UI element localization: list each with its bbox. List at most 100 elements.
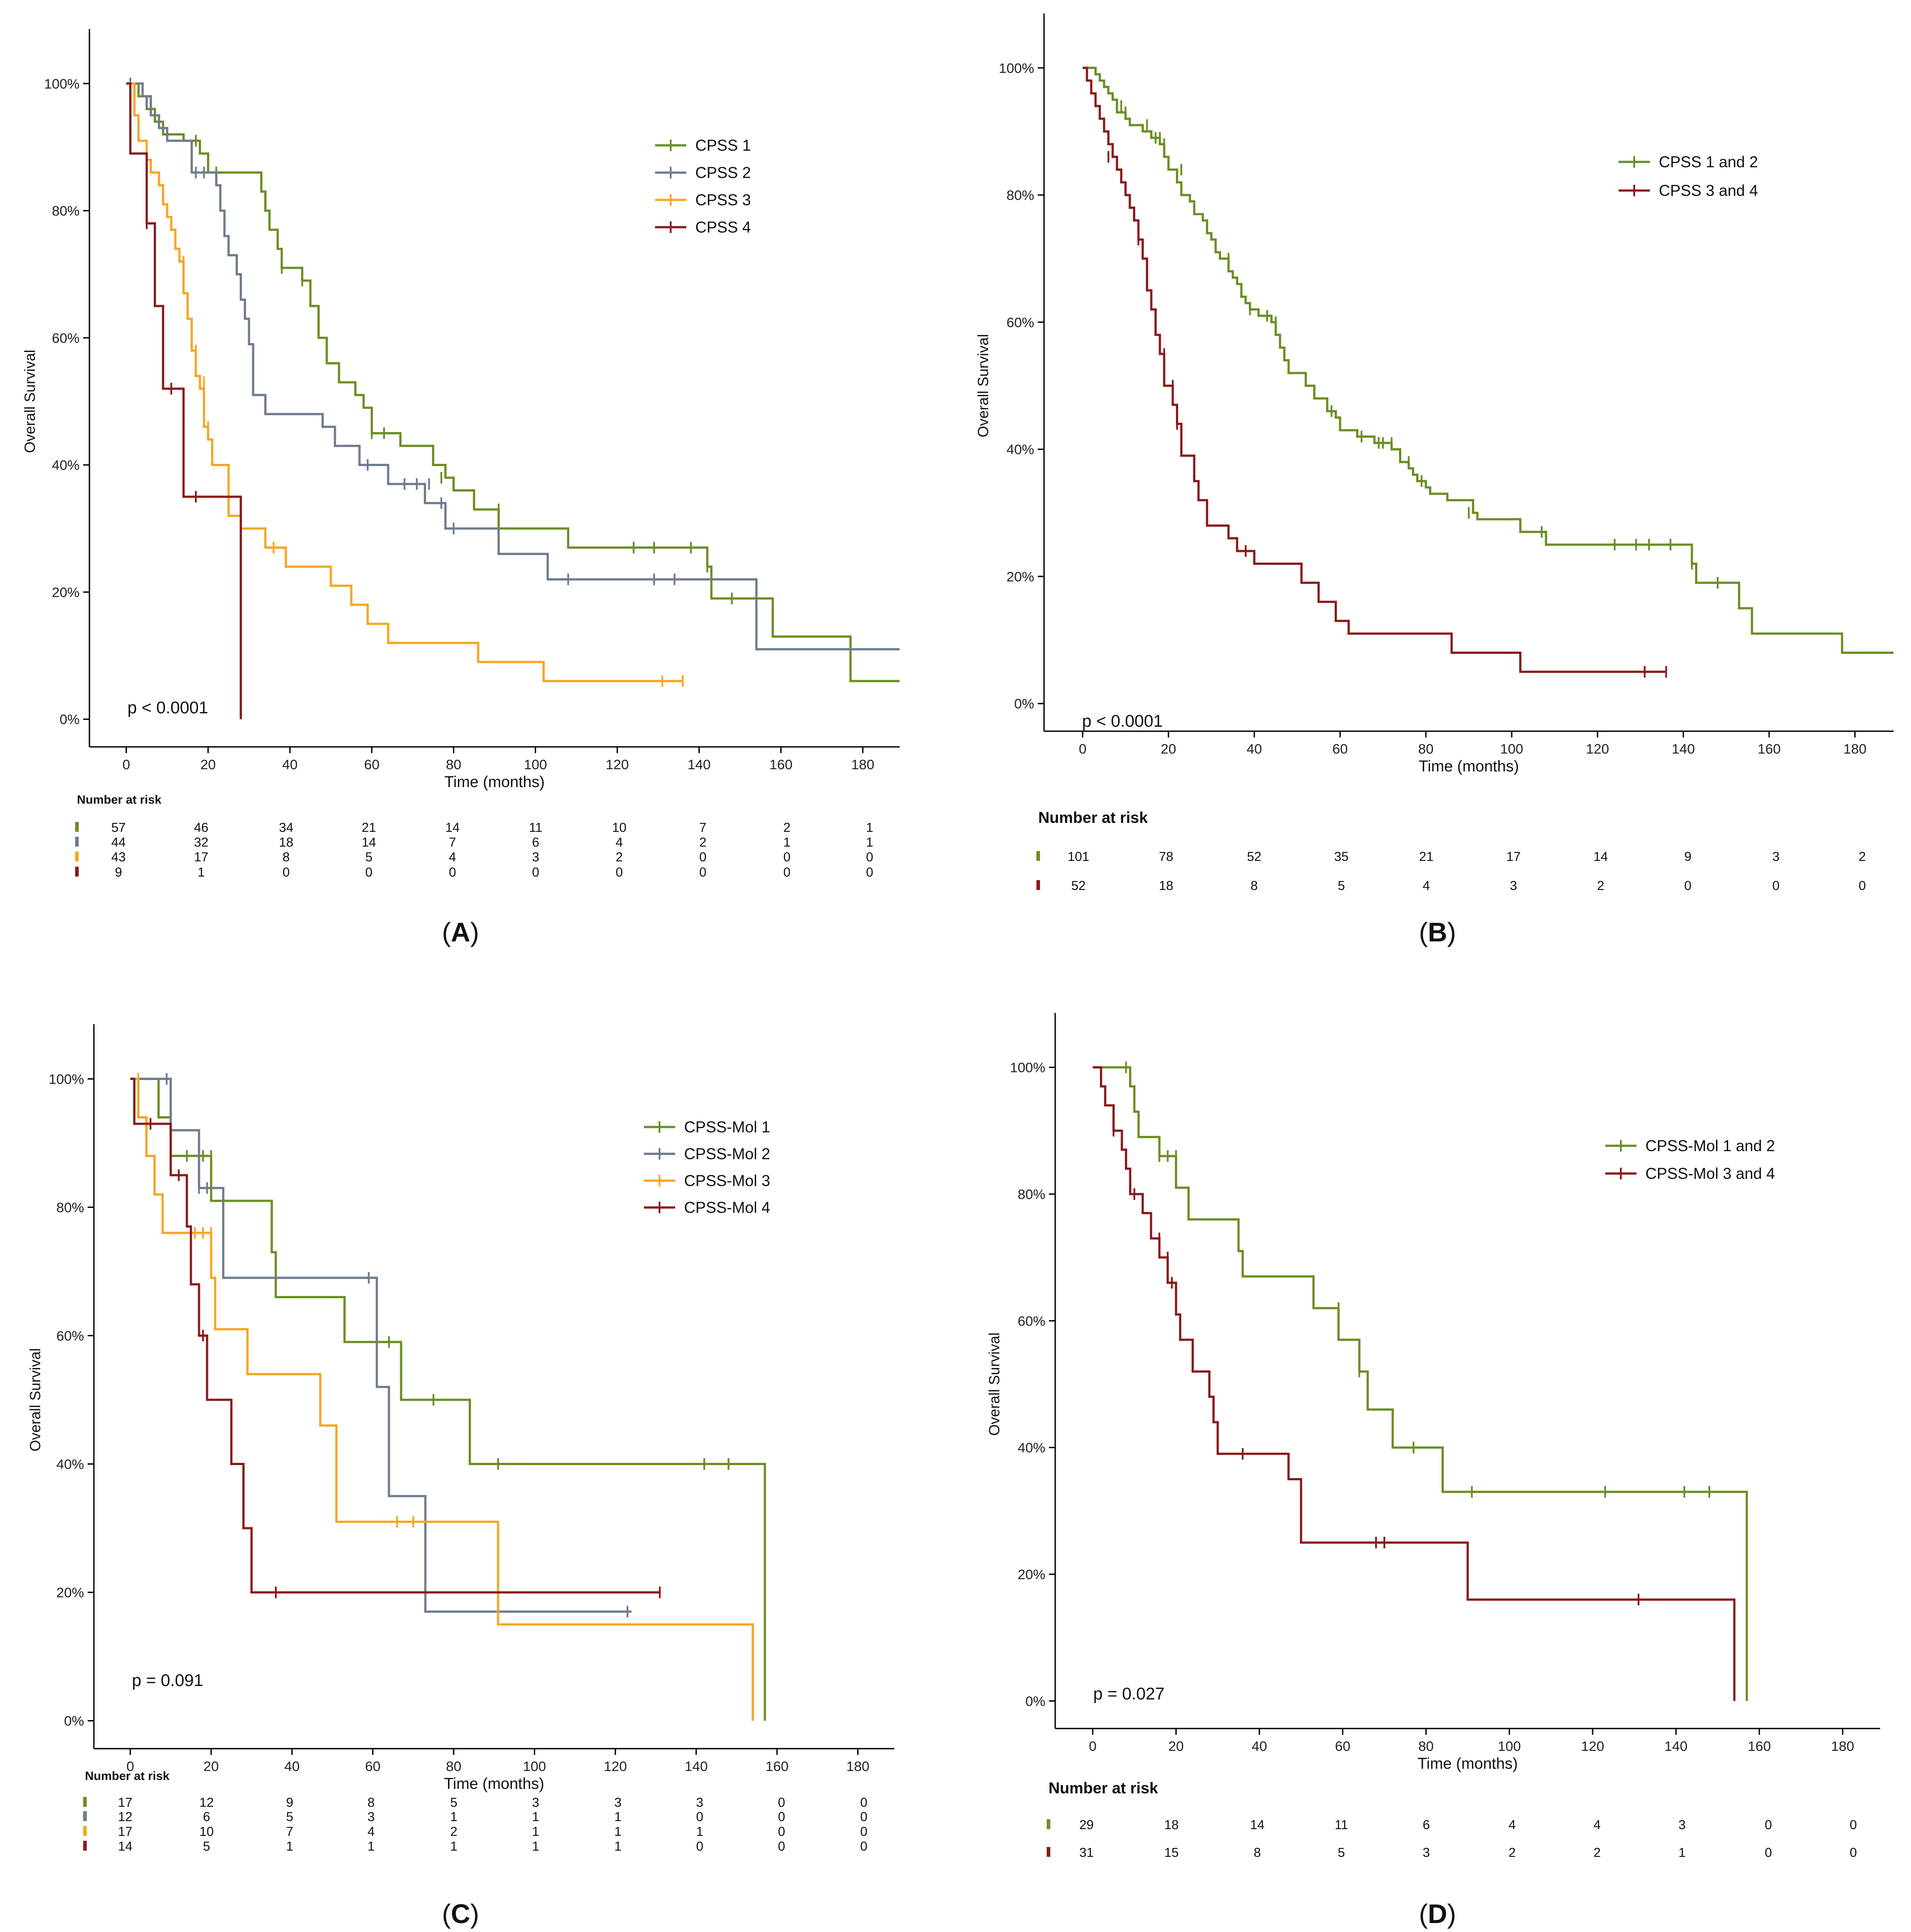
- series-2: [1082, 67, 1667, 678]
- risk-count: 52: [1247, 850, 1261, 864]
- y-tick-label: 60%: [1006, 314, 1034, 330]
- risk-count: 6: [532, 835, 539, 850]
- y-tick-label: 0%: [59, 712, 80, 727]
- x-axis-label: Time (months): [1419, 758, 1519, 775]
- risk-table-title: Number at risk: [1038, 809, 1148, 826]
- survival-curve: [126, 82, 900, 651]
- risk-count: 0: [283, 865, 290, 880]
- legend-label: CPSS-Mol 2: [684, 1145, 770, 1163]
- legend-label: CPSS-Mol 3: [684, 1172, 770, 1190]
- risk-row: 29 18 14 11 6 4 4 3 0 0: [1047, 1818, 1857, 1832]
- risk-count: 3: [532, 1796, 539, 1810]
- risk-row: 17 10 7 4 2 1 1 1 0 0: [83, 1825, 867, 1839]
- risk-count: 0: [365, 865, 372, 880]
- survival-curve: [1082, 67, 1894, 654]
- risk-row: 43 17 8 5 4 3 2 0 0 0: [75, 850, 873, 864]
- x-tick-label: 60: [1335, 1738, 1350, 1754]
- risk-count: 1: [866, 835, 873, 850]
- x-tick-label: 20: [203, 1758, 219, 1774]
- x-tick-label: 120: [604, 1758, 627, 1774]
- risk-count: 2: [783, 821, 791, 835]
- y-tick-label: 0%: [1025, 1693, 1045, 1709]
- legend-label: CPSS 1: [695, 137, 751, 154]
- risk-row: 31 15 8 5 3 2 2 1 0 0: [1047, 1846, 1857, 1860]
- y-tick-label: 40%: [1006, 442, 1034, 458]
- risk-count: 1: [450, 1839, 457, 1854]
- y-tick-label: 100%: [999, 60, 1034, 76]
- risk-count: 35: [1334, 850, 1349, 864]
- risk-count: 0: [860, 1810, 867, 1824]
- legend-label: CPSS 1 and 2: [1659, 153, 1758, 171]
- panel-label: (A): [442, 917, 479, 947]
- risk-count: 46: [194, 821, 208, 835]
- legend-item: CPSS-Mol 2: [644, 1145, 770, 1163]
- panel-b: 0%20%40%60%80%100%0 20 40 60 80 100 120 140 160 1…: [975, 13, 1894, 947]
- risk-count: 14: [1594, 850, 1608, 864]
- p-value: p < 0.0001: [1082, 712, 1163, 731]
- x-tick-label: 20: [1161, 741, 1176, 757]
- risk-count: 29: [1079, 1818, 1094, 1832]
- risk-count: 1: [532, 1839, 539, 1854]
- x-tick-label: 0: [123, 757, 130, 772]
- risk-count: 0: [699, 865, 706, 880]
- y-tick-label: 0%: [64, 1713, 84, 1729]
- risk-count: 31: [1079, 1846, 1094, 1860]
- y-axis-label: Overall Survival: [986, 1332, 1002, 1436]
- x-tick-label: 60: [365, 1758, 381, 1774]
- risk-count: 5: [365, 850, 372, 864]
- survival-curve: [1092, 1066, 1736, 1701]
- risk-count: 0: [860, 1825, 867, 1839]
- legend-item: CPSS 2: [655, 164, 751, 182]
- risk-row: 12 6 5 3 1 1 1 0 0 0: [83, 1810, 867, 1824]
- risk-count: 8: [283, 850, 290, 864]
- legend-item: CPSS 1: [655, 137, 751, 154]
- series-2: [130, 1073, 632, 1618]
- risk-count: 0: [778, 1796, 785, 1810]
- risk-count: 0: [860, 1796, 867, 1810]
- risk-row-color-mark: [75, 852, 79, 861]
- survival-curve: [1092, 1066, 1748, 1701]
- x-tick-label: 40: [1247, 741, 1262, 757]
- y-tick-label: 0%: [1014, 696, 1034, 712]
- y-tick-label: 100%: [49, 1071, 84, 1087]
- risk-count: 2: [1597, 879, 1604, 893]
- risk-count: 57: [111, 821, 126, 835]
- y-tick-label: 20%: [1018, 1567, 1045, 1582]
- legend-item: CPSS 4: [655, 219, 751, 236]
- y-tick-label: 100%: [44, 76, 80, 92]
- risk-row-color-mark: [83, 1841, 87, 1851]
- x-axis-label: Time (months): [444, 1775, 544, 1792]
- risk-count: 9: [115, 865, 122, 880]
- x-tick-label: 140: [1672, 741, 1695, 757]
- x-tick-label: 100: [1498, 1738, 1521, 1754]
- risk-count: 78: [1159, 850, 1173, 864]
- y-tick-label: 80%: [56, 1199, 84, 1215]
- x-tick-label: 180: [851, 757, 875, 772]
- x-tick-label: 180: [1831, 1738, 1854, 1754]
- legend-label: CPSS-Mol 1 and 2: [1645, 1137, 1775, 1155]
- x-axis-label: Time (months): [1417, 1755, 1518, 1772]
- risk-count: 0: [699, 850, 706, 864]
- risk-row-color-mark: [75, 822, 79, 832]
- risk-count: 6: [1423, 1818, 1430, 1832]
- y-tick-label: 20%: [56, 1585, 84, 1601]
- risk-count: 4: [449, 850, 456, 864]
- series-4: [130, 1077, 661, 1598]
- panel-c: 0%20%40%60%80%100%0 20 40 60 80 100 120 140 160 1…: [27, 1024, 894, 1929]
- risk-row-color-mark: [75, 867, 79, 877]
- risk-table-title: Number at risk: [1049, 1779, 1158, 1797]
- risk-count: 5: [450, 1796, 457, 1810]
- risk-count: 4: [616, 835, 623, 850]
- risk-count: 11: [529, 821, 542, 835]
- x-tick-label: 160: [1748, 1738, 1771, 1754]
- series-1: [1092, 1061, 1748, 1701]
- risk-count: 5: [203, 1839, 210, 1854]
- legend-label: CPSS 2: [695, 164, 751, 182]
- risk-count: 1: [368, 1839, 375, 1854]
- risk-count: 1: [198, 865, 205, 880]
- panel-a: 0%20%40%60%80%100%0 20 40 60 80 100 120 140 160 1…: [21, 29, 900, 947]
- risk-count: 18: [279, 835, 293, 850]
- p-value: p < 0.0001: [127, 699, 208, 717]
- risk-count: 12: [199, 1796, 214, 1810]
